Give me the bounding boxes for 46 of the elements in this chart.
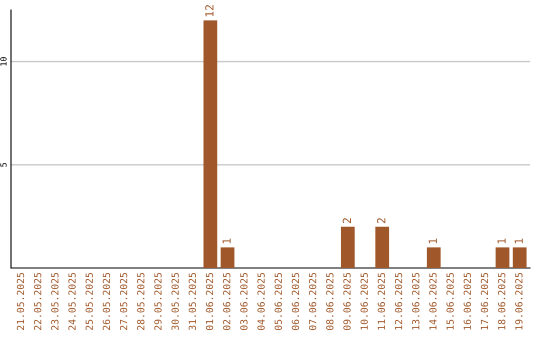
x-tick-label: 18.06.2025 bbox=[498, 272, 506, 330]
x-tick-label: 12.06.2025 bbox=[394, 272, 402, 330]
x-tick-label: 24.05.2025 bbox=[68, 272, 76, 330]
x-tick-label: 04.06.2025 bbox=[257, 272, 265, 330]
x-tick-label: 19.06.2025 bbox=[515, 272, 523, 330]
x-tick-label: 29.05.2025 bbox=[154, 272, 162, 330]
x-tick-label: 05.06.2025 bbox=[274, 272, 282, 330]
x-tick-label: 28.05.2025 bbox=[137, 272, 144, 330]
x-tick-label: 17.06.2025 bbox=[480, 272, 488, 330]
x-tick-label: 15.06.2025 bbox=[446, 272, 454, 330]
y-tick-label: 10 bbox=[0, 57, 7, 66]
x-tick-label: 01.06.2025 bbox=[206, 272, 214, 330]
data-label: 12 bbox=[205, 5, 214, 16]
x-tick-label: 11.06.2025 bbox=[378, 272, 386, 330]
data-label: 1 bbox=[222, 238, 231, 244]
x-tick-label: 31.05.2025 bbox=[188, 272, 196, 330]
x-tick-label: 09.06.2025 bbox=[343, 272, 351, 330]
bar bbox=[375, 226, 390, 268]
bar bbox=[426, 247, 441, 268]
data-label: 2 bbox=[342, 218, 351, 224]
x-tick-label: 03.06.2025 bbox=[240, 272, 248, 330]
x-tick-label: 25.05.2025 bbox=[86, 272, 93, 330]
x-tick-label: 26.05.2025 bbox=[102, 272, 110, 330]
x-tick-label: 23.05.2025 bbox=[51, 272, 59, 330]
y-tick-label: 5 bbox=[0, 162, 7, 167]
x-tick-label: 10.06.2025 bbox=[360, 272, 368, 330]
bar bbox=[496, 247, 510, 268]
bar bbox=[220, 247, 234, 268]
bar bbox=[203, 20, 218, 268]
data-label: 1 bbox=[514, 238, 523, 244]
x-tick-label: 06.06.2025 bbox=[292, 272, 300, 330]
x-tick-label: 30.05.2025 bbox=[171, 272, 179, 330]
x-tick-label: 07.06.2025 bbox=[308, 272, 316, 330]
data-label: 1 bbox=[498, 238, 506, 244]
data-label: 2 bbox=[377, 218, 386, 224]
x-tick-label: 27.05.2025 bbox=[120, 272, 128, 330]
x-tick-label: 22.05.2025 bbox=[34, 272, 42, 330]
x-tick-label: 13.06.2025 bbox=[412, 272, 420, 330]
data-label: 1 bbox=[428, 238, 437, 244]
bar bbox=[512, 247, 527, 268]
bar bbox=[340, 226, 355, 268]
x-tick-label: 08.06.2025 bbox=[326, 272, 334, 330]
x-tick-label: 14.06.2025 bbox=[429, 272, 437, 330]
x-tick-label: 02.06.2025 bbox=[223, 272, 230, 330]
x-tick-label: 21.05.2025 bbox=[16, 272, 24, 330]
x-tick-label: 16.06.2025 bbox=[464, 272, 471, 330]
